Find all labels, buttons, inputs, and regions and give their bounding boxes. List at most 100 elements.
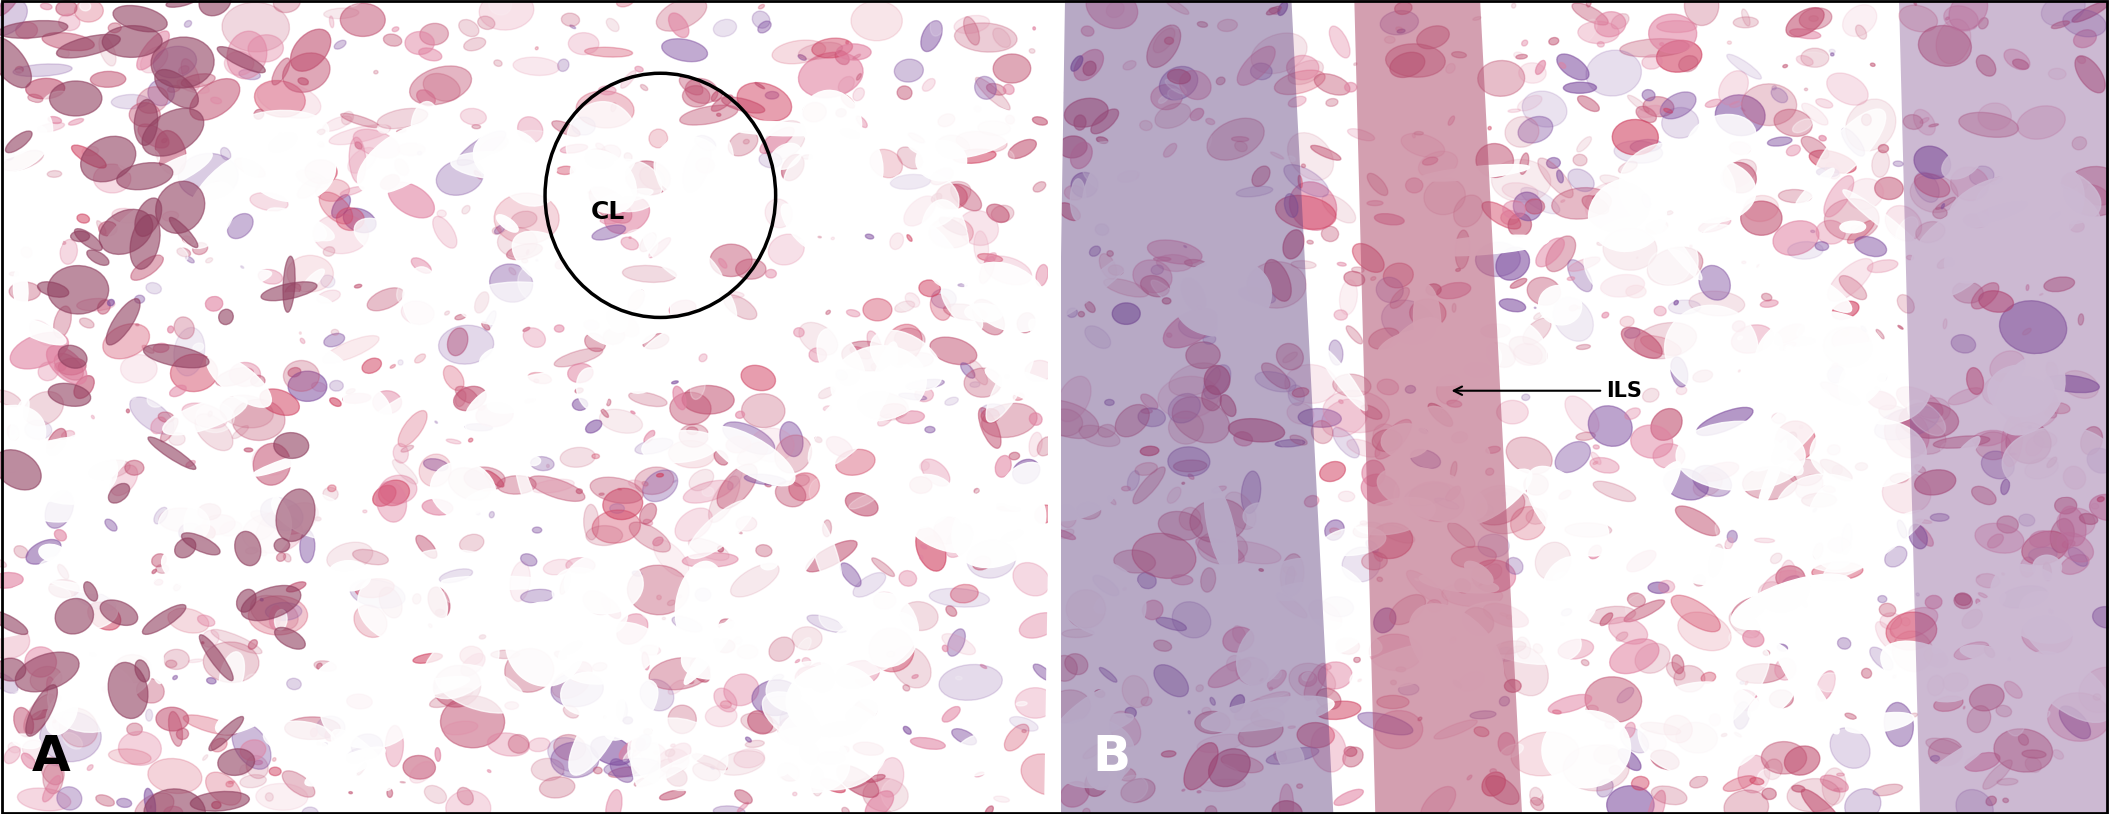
Ellipse shape xyxy=(1833,363,1839,368)
Ellipse shape xyxy=(591,737,633,765)
Ellipse shape xyxy=(1036,470,1118,521)
Ellipse shape xyxy=(523,328,546,348)
Ellipse shape xyxy=(1578,137,1592,152)
Ellipse shape xyxy=(823,406,831,410)
Ellipse shape xyxy=(1961,133,2008,170)
Ellipse shape xyxy=(321,587,335,599)
Ellipse shape xyxy=(1972,282,1999,309)
Ellipse shape xyxy=(1487,343,1516,367)
Ellipse shape xyxy=(272,490,359,540)
Ellipse shape xyxy=(1856,462,1869,470)
Ellipse shape xyxy=(1232,626,1246,643)
Ellipse shape xyxy=(688,538,730,561)
Ellipse shape xyxy=(1588,406,1632,446)
Ellipse shape xyxy=(1582,195,1609,214)
Ellipse shape xyxy=(1371,277,1375,280)
Ellipse shape xyxy=(852,572,886,597)
Ellipse shape xyxy=(1133,260,1173,293)
Ellipse shape xyxy=(1854,237,1888,256)
Ellipse shape xyxy=(711,95,732,112)
Ellipse shape xyxy=(2092,503,2098,509)
Ellipse shape xyxy=(146,573,188,614)
Ellipse shape xyxy=(1179,507,1200,530)
Ellipse shape xyxy=(736,259,766,279)
Ellipse shape xyxy=(1620,728,1649,753)
Ellipse shape xyxy=(154,69,198,108)
Ellipse shape xyxy=(555,260,565,269)
Ellipse shape xyxy=(1476,488,1533,534)
Ellipse shape xyxy=(257,82,321,118)
Ellipse shape xyxy=(1801,103,1829,125)
Ellipse shape xyxy=(1919,439,1923,442)
Ellipse shape xyxy=(858,392,909,420)
Ellipse shape xyxy=(405,32,434,55)
Ellipse shape xyxy=(314,661,335,672)
Ellipse shape xyxy=(934,182,970,208)
Ellipse shape xyxy=(628,718,728,790)
Ellipse shape xyxy=(348,147,378,173)
Ellipse shape xyxy=(1757,265,1759,267)
Ellipse shape xyxy=(1506,116,1540,147)
Ellipse shape xyxy=(112,574,137,584)
Ellipse shape xyxy=(1268,664,1282,679)
Ellipse shape xyxy=(1421,157,1438,165)
Ellipse shape xyxy=(656,126,734,202)
Ellipse shape xyxy=(396,278,418,304)
Ellipse shape xyxy=(6,131,32,153)
Ellipse shape xyxy=(1820,459,1852,481)
Ellipse shape xyxy=(675,230,683,239)
Ellipse shape xyxy=(835,757,867,781)
Ellipse shape xyxy=(1537,158,1573,198)
Ellipse shape xyxy=(1405,483,1451,506)
Ellipse shape xyxy=(1776,659,1795,681)
Ellipse shape xyxy=(1774,644,1839,734)
Ellipse shape xyxy=(1738,336,1742,339)
Ellipse shape xyxy=(1649,249,1691,284)
Ellipse shape xyxy=(1702,225,1763,274)
Ellipse shape xyxy=(181,59,200,90)
Ellipse shape xyxy=(1995,355,2065,435)
Ellipse shape xyxy=(1166,487,1181,503)
Ellipse shape xyxy=(146,709,152,721)
Ellipse shape xyxy=(1002,531,1023,541)
Ellipse shape xyxy=(342,112,354,125)
Ellipse shape xyxy=(101,686,112,693)
Ellipse shape xyxy=(1651,750,1679,769)
Ellipse shape xyxy=(1628,95,1649,112)
Ellipse shape xyxy=(1426,284,1440,295)
Ellipse shape xyxy=(1394,2,1413,15)
Ellipse shape xyxy=(1563,745,1630,791)
Ellipse shape xyxy=(584,672,593,677)
Ellipse shape xyxy=(1769,690,1793,707)
Ellipse shape xyxy=(1915,465,1926,473)
Ellipse shape xyxy=(158,505,209,545)
Ellipse shape xyxy=(1301,672,1314,681)
Ellipse shape xyxy=(479,405,485,410)
Ellipse shape xyxy=(654,540,690,577)
Ellipse shape xyxy=(93,164,131,193)
Ellipse shape xyxy=(2,151,44,171)
Ellipse shape xyxy=(363,510,367,513)
Ellipse shape xyxy=(388,682,411,716)
Ellipse shape xyxy=(1647,247,1702,285)
Ellipse shape xyxy=(1565,523,1611,537)
Ellipse shape xyxy=(1071,142,1092,168)
Ellipse shape xyxy=(715,688,736,712)
Ellipse shape xyxy=(91,653,95,656)
Ellipse shape xyxy=(620,230,658,260)
Ellipse shape xyxy=(485,470,504,487)
Ellipse shape xyxy=(1082,808,1090,814)
Ellipse shape xyxy=(1421,332,1434,343)
Ellipse shape xyxy=(650,129,669,148)
Ellipse shape xyxy=(1816,221,1845,244)
Ellipse shape xyxy=(1293,387,1310,397)
Ellipse shape xyxy=(15,545,27,558)
Ellipse shape xyxy=(799,42,841,59)
Ellipse shape xyxy=(1578,306,1580,309)
Ellipse shape xyxy=(717,113,721,116)
Ellipse shape xyxy=(1333,374,1371,396)
Ellipse shape xyxy=(434,610,445,615)
Ellipse shape xyxy=(1181,163,1234,204)
Ellipse shape xyxy=(797,637,812,655)
Ellipse shape xyxy=(1181,278,1206,312)
